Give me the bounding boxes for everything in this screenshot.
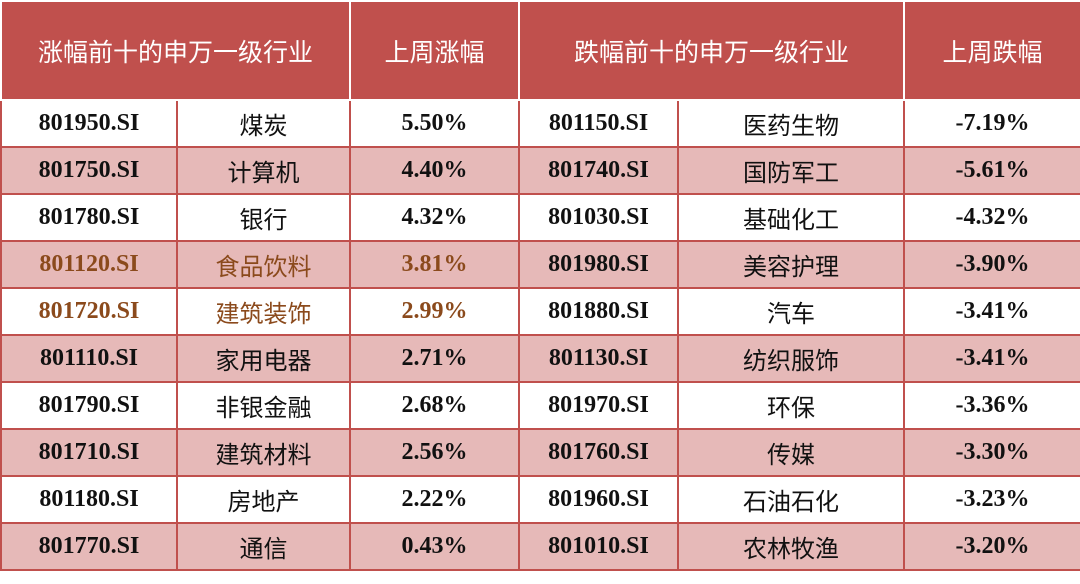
table-body: 801950.SI 煤炭 5.50% 801150.SI 医药生物 -7.19% 80175… <box>0 99 1080 571</box>
loser-pct-cell: -3.23% <box>903 475 1080 524</box>
gainer-industry-cell: 计算机 <box>175 146 352 195</box>
gainer-industry-cell: 煤炭 <box>175 99 352 148</box>
loser-industry-cell: 汽车 <box>677 287 906 336</box>
gainer-industry-cell: 建筑材料 <box>175 428 352 477</box>
gainer-pct-cell: 0.43% <box>349 522 521 571</box>
table-row: 801720.SI 建筑装饰 2.99% 801880.SI 汽车 -3.41% <box>0 287 1080 336</box>
gainer-code-cell: 801950.SI <box>0 99 178 148</box>
header-top-gainers: 涨幅前十的申万一级行业 <box>0 0 352 101</box>
loser-pct-cell: -3.36% <box>903 381 1080 430</box>
gainer-industry-cell: 建筑装饰 <box>175 287 352 336</box>
table-row: 801770.SI 通信 0.43% 801010.SI 农林牧渔 -3.20% <box>0 522 1080 571</box>
loser-industry-cell: 基础化工 <box>677 193 906 242</box>
loser-industry-cell: 美容护理 <box>677 240 906 289</box>
header-weekly-gain: 上周涨幅 <box>349 0 521 101</box>
gainer-code-cell: 801180.SI <box>0 475 178 524</box>
gainer-pct-cell: 3.81% <box>349 240 521 289</box>
loser-industry-cell: 国防军工 <box>677 146 906 195</box>
header-row: 涨幅前十的申万一级行业 上周涨幅 跌幅前十的申万一级行业 上周跌幅 <box>0 0 1080 101</box>
header-weekly-loss: 上周跌幅 <box>903 0 1080 101</box>
loser-code-cell: 801010.SI <box>518 522 680 571</box>
gainer-code-cell: 801790.SI <box>0 381 178 430</box>
loser-code-cell: 801760.SI <box>518 428 680 477</box>
loser-pct-cell: -5.61% <box>903 146 1080 195</box>
gainer-code-cell: 801780.SI <box>0 193 178 242</box>
loser-pct-cell: -3.41% <box>903 287 1080 336</box>
loser-pct-cell: -3.20% <box>903 522 1080 571</box>
loser-pct-cell: -3.30% <box>903 428 1080 477</box>
table-row: 801180.SI 房地产 2.22% 801960.SI 石油石化 -3.23% <box>0 475 1080 524</box>
loser-industry-cell: 石油石化 <box>677 475 906 524</box>
loser-code-cell: 801150.SI <box>518 99 680 148</box>
gainer-pct-cell: 4.40% <box>349 146 521 195</box>
loser-pct-cell: -3.41% <box>903 334 1080 383</box>
loser-industry-cell: 医药生物 <box>677 99 906 148</box>
gainer-pct-cell: 2.56% <box>349 428 521 477</box>
loser-code-cell: 801880.SI <box>518 287 680 336</box>
gainer-code-cell: 801770.SI <box>0 522 178 571</box>
gainer-pct-cell: 2.99% <box>349 287 521 336</box>
table-row: 801750.SI 计算机 4.40% 801740.SI 国防军工 -5.61% <box>0 146 1080 195</box>
gainer-pct-cell: 2.22% <box>349 475 521 524</box>
gainer-code-cell: 801110.SI <box>0 334 178 383</box>
loser-code-cell: 801740.SI <box>518 146 680 195</box>
table-row: 801110.SI 家用电器 2.71% 801130.SI 纺织服饰 -3.41% <box>0 334 1080 383</box>
gainer-code-cell: 801710.SI <box>0 428 178 477</box>
loser-pct-cell: -3.90% <box>903 240 1080 289</box>
gainer-pct-cell: 5.50% <box>349 99 521 148</box>
loser-industry-cell: 纺织服饰 <box>677 334 906 383</box>
loser-code-cell: 801980.SI <box>518 240 680 289</box>
header-top-losers: 跌幅前十的申万一级行业 <box>518 0 906 101</box>
gainer-industry-cell: 非银金融 <box>175 381 352 430</box>
loser-industry-cell: 传媒 <box>677 428 906 477</box>
table-row: 801710.SI 建筑材料 2.56% 801760.SI 传媒 -3.30% <box>0 428 1080 477</box>
loser-pct-cell: -4.32% <box>903 193 1080 242</box>
gainer-pct-cell: 2.71% <box>349 334 521 383</box>
gainer-industry-cell: 家用电器 <box>175 334 352 383</box>
loser-code-cell: 801030.SI <box>518 193 680 242</box>
loser-pct-cell: -7.19% <box>903 99 1080 148</box>
gainer-pct-cell: 2.68% <box>349 381 521 430</box>
gainer-code-cell: 801750.SI <box>0 146 178 195</box>
table-row: 801780.SI 银行 4.32% 801030.SI 基础化工 -4.32% <box>0 193 1080 242</box>
table-row: 801950.SI 煤炭 5.50% 801150.SI 医药生物 -7.19% <box>0 99 1080 148</box>
table-row: 801790.SI 非银金融 2.68% 801970.SI 环保 -3.36% <box>0 381 1080 430</box>
loser-industry-cell: 农林牧渔 <box>677 522 906 571</box>
industry-ranking-table: 涨幅前十的申万一级行业 上周涨幅 跌幅前十的申万一级行业 上周跌幅 801950… <box>0 0 1080 571</box>
table-row: 801120.SI 食品饮料 3.81% 801980.SI 美容护理 -3.90% <box>0 240 1080 289</box>
gainer-industry-cell: 房地产 <box>175 475 352 524</box>
gainer-industry-cell: 银行 <box>175 193 352 242</box>
gainer-code-cell: 801720.SI <box>0 287 178 336</box>
gainer-industry-cell: 食品饮料 <box>175 240 352 289</box>
gainer-code-cell: 801120.SI <box>0 240 178 289</box>
loser-code-cell: 801960.SI <box>518 475 680 524</box>
loser-code-cell: 801130.SI <box>518 334 680 383</box>
loser-code-cell: 801970.SI <box>518 381 680 430</box>
loser-industry-cell: 环保 <box>677 381 906 430</box>
gainer-industry-cell: 通信 <box>175 522 352 571</box>
gainer-pct-cell: 4.32% <box>349 193 521 242</box>
